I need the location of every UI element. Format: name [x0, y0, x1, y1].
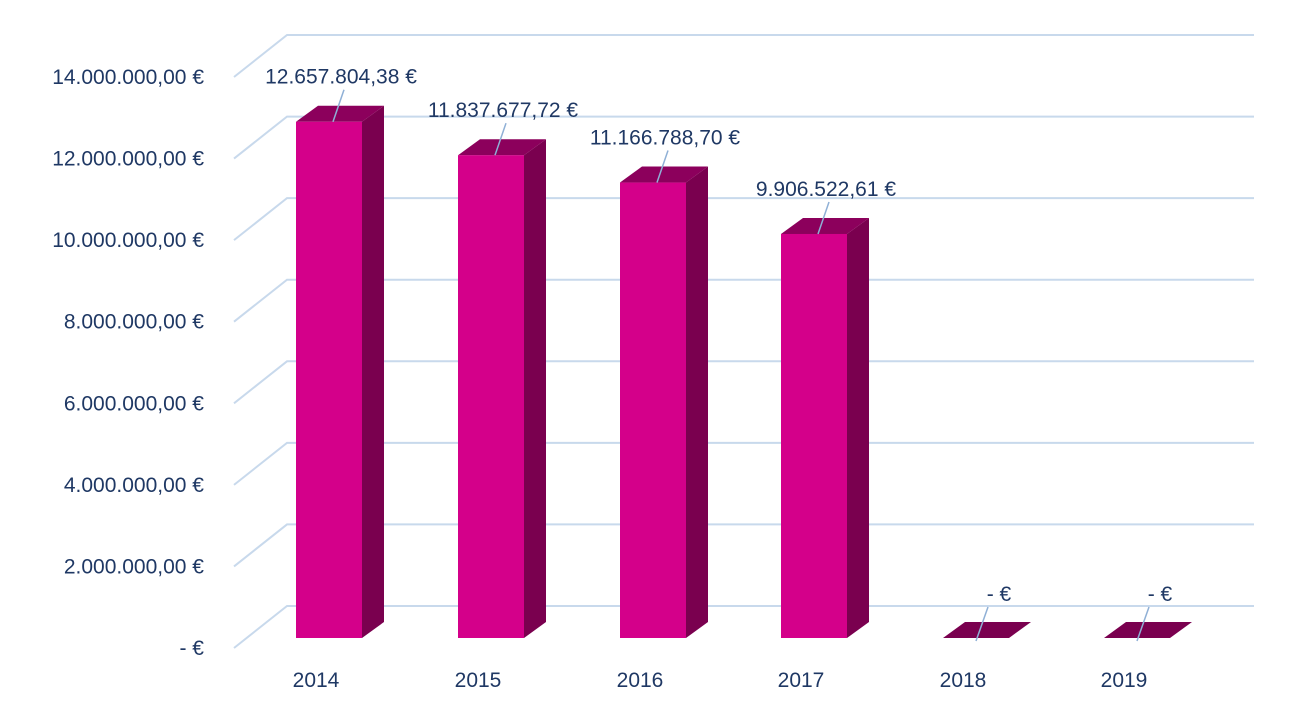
x-tick-label: 2015: [455, 669, 502, 692]
y-tick-label: - €: [179, 637, 204, 660]
data-label: 11.166.788,70 €: [590, 127, 741, 150]
x-tick-label: 2014: [293, 669, 340, 692]
data-label-leader: [656, 150, 669, 183]
bar-top-face: [620, 166, 708, 183]
bar-side-face: [847, 217, 869, 639]
bar: [458, 139, 546, 638]
bar-front-face: [620, 182, 686, 638]
bar: [296, 105, 384, 638]
data-label: 11.837.677,72 €: [428, 99, 579, 122]
data-label: 12.657.804,38 €: [265, 66, 417, 89]
y-tick-label: 12.000.000,00 €: [52, 148, 204, 171]
bar-top-face: [781, 217, 869, 234]
bar: [943, 622, 1031, 638]
data-label: - €: [987, 583, 1012, 606]
bar-side-face: [524, 139, 546, 638]
bar: [781, 217, 869, 639]
x-tick-label: 2016: [617, 669, 664, 692]
y-tick-label: 8.000.000,00 €: [64, 311, 204, 334]
bars: [296, 105, 1192, 639]
y-tick-label: 6.000.000,00 €: [64, 392, 204, 415]
bar: [1104, 622, 1192, 638]
gridline: [233, 605, 1254, 649]
bar-side-face: [362, 105, 384, 638]
y-tick-label: 14.000.000,00 €: [52, 66, 204, 89]
x-tick-label: 2019: [1101, 669, 1148, 692]
y-axis-ticks: - € 2.000.000,00 € 4.000.000,00 € 6.000.000…: [52, 66, 204, 660]
bar-top-face: [458, 139, 546, 156]
bar-side-face: [686, 166, 708, 638]
grid-layer: [233, 34, 1254, 649]
bar-top-face: [296, 105, 384, 122]
bar-front-face: [781, 233, 847, 639]
data-label-leader: [332, 89, 345, 122]
gridline: [233, 34, 1254, 78]
y-tick-label: 4.000.000,00 €: [64, 474, 204, 497]
y-tick-label: 2.000.000,00 €: [64, 555, 204, 578]
data-label: - €: [1148, 583, 1173, 606]
bar-front-face: [296, 121, 362, 638]
bar-top-face: [1104, 622, 1192, 638]
gridline: [233, 523, 1254, 568]
gridline: [233, 360, 1254, 405]
gridline: [233, 278, 1254, 323]
y-tick-label: 10.000.000,00 €: [52, 229, 204, 252]
x-tick-label: 2018: [940, 669, 987, 692]
data-label-leader: [817, 201, 830, 235]
data-label: 9.906.522,61 €: [756, 178, 896, 201]
gridline: [233, 197, 1254, 241]
x-tick-label: 2017: [778, 669, 825, 692]
gridline: [233, 115, 1254, 160]
bar-top-face: [943, 622, 1031, 638]
data-label-leader: [975, 606, 989, 642]
data-labels: 12.657.804,38 € 11.837.677,72 € 11.166.788…: [265, 66, 1173, 642]
data-label-leader: [494, 122, 507, 156]
x-axis-ticks: 2014 2015 2016 2017 2018 2019: [293, 669, 1148, 692]
data-label-leader: [1136, 606, 1150, 642]
bar-front-face: [458, 155, 524, 638]
gridline: [233, 441, 1254, 486]
bar: [620, 166, 708, 638]
